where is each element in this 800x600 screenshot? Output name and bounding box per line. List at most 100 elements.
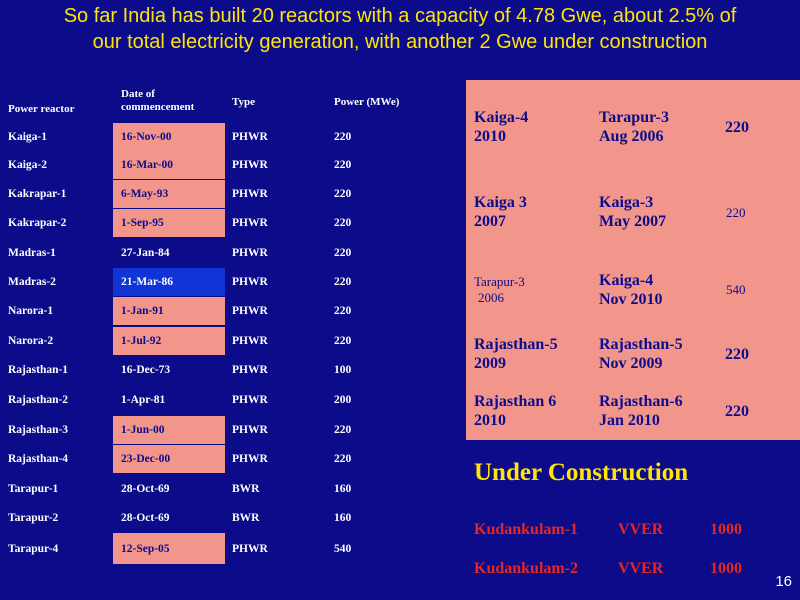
header-type: Type bbox=[232, 96, 256, 108]
reactor-name: Rajasthan-4 bbox=[8, 453, 69, 465]
reactor-date: 23-Dec-00 bbox=[113, 445, 225, 473]
reactor-power: 220 bbox=[334, 247, 352, 259]
reactor-type: PHWR bbox=[232, 394, 268, 406]
reactor-power: 220 bbox=[334, 217, 352, 229]
panel-power: 540 bbox=[726, 282, 746, 297]
reactor-date: 16-Mar-00 bbox=[113, 151, 225, 179]
reactor-date: 16-Nov-00 bbox=[113, 123, 225, 151]
construction-reactor-power: 1000 bbox=[710, 521, 742, 538]
reactor-name: Kakrapar-2 bbox=[8, 217, 67, 229]
reactor-power: 200 bbox=[334, 394, 352, 406]
reactor-date: 28-Oct-69 bbox=[121, 512, 170, 524]
panel-planned-reactor: Kaiga-4 2010 bbox=[474, 109, 529, 145]
table-row: Kakrapar-2 1-Sep-95 PHWR 220 bbox=[0, 209, 460, 237]
panel-revised-reactor: Tarapur-3 Aug 2006 bbox=[599, 109, 669, 145]
panel-revised-reactor: Kaiga-3 May 2007 bbox=[599, 194, 667, 230]
reactor-date: 21-Mar-86 bbox=[113, 268, 225, 296]
table-row: Madras-1 27-Jan-84 PHWR 220 bbox=[0, 239, 460, 267]
list-item: Kudankulam-2 VVER 1000 bbox=[474, 560, 794, 580]
header-date-line1: Date of bbox=[121, 88, 155, 100]
table-row: Kakrapar-1 6-May-93 PHWR 220 bbox=[0, 180, 460, 208]
panel-planned-reactor: Rajasthan-5 2009 bbox=[474, 336, 558, 372]
panel-revised-reactor: Kaiga-4 Nov 2010 bbox=[599, 272, 663, 308]
table-row: Tarapur-2 28-Oct-69 BWR 160 bbox=[0, 504, 460, 532]
reactor-type: BWR bbox=[232, 512, 260, 524]
reactor-update-panel: Kaiga-4 2010 Tarapur-3 Aug 2006 220 Kaiga … bbox=[466, 80, 800, 440]
reactor-type: PHWR bbox=[232, 335, 268, 347]
construction-reactor-type: VVER bbox=[618, 560, 664, 577]
reactor-date: 12-Sep-05 bbox=[113, 533, 225, 564]
reactor-name: Tarapur-2 bbox=[8, 512, 59, 524]
reactor-name: Kaiga-2 bbox=[8, 159, 47, 171]
reactor-date: 27-Jan-84 bbox=[121, 247, 170, 259]
header-date: Date of commencement bbox=[121, 88, 194, 114]
reactor-date: 1-Jun-00 bbox=[113, 416, 225, 444]
reactor-name: Narora-2 bbox=[8, 335, 54, 347]
reactor-name: Madras-1 bbox=[8, 247, 56, 259]
reactor-date: 6-May-93 bbox=[113, 180, 225, 208]
table-row: Rajasthan-3 1-Jun-00 PHWR 220 bbox=[0, 416, 460, 444]
construction-reactor-name: Kudankulam-1 bbox=[474, 521, 579, 538]
table-row: Madras-2 21-Mar-86 PHWR 220 bbox=[0, 268, 460, 296]
reactor-type: PHWR bbox=[232, 424, 268, 436]
table-row: Rajasthan-1 16-Dec-73 PHWR 100 bbox=[0, 356, 460, 384]
reactor-type: PHWR bbox=[232, 453, 268, 465]
reactor-date: 1-Jan-91 bbox=[113, 297, 225, 325]
reactor-type: PHWR bbox=[232, 542, 268, 555]
list-item: Kudankulam-1 VVER 1000 bbox=[474, 521, 794, 541]
reactor-power: 160 bbox=[334, 512, 352, 524]
table-row: Kaiga-2 16-Mar-00 PHWR 220 bbox=[0, 151, 460, 179]
panel-power: 220 bbox=[725, 403, 749, 420]
table-row: Tarapur-4 12-Sep-05 PHWR 540 bbox=[0, 533, 460, 564]
table-row: Kaiga-1 16-Nov-00 PHWR 220 bbox=[0, 123, 460, 151]
reactor-type: PHWR bbox=[232, 305, 268, 317]
reactor-power: 220 bbox=[334, 188, 352, 200]
reactor-date: 1-Apr-81 bbox=[121, 394, 166, 406]
reactor-name: Tarapur-4 bbox=[8, 542, 59, 555]
table-row: Narora-1 1-Jan-91 PHWR 220 bbox=[0, 297, 460, 325]
reactor-type: PHWR bbox=[232, 188, 268, 200]
table-row: Rajasthan-2 1-Apr-81 PHWR 200 bbox=[0, 386, 460, 414]
panel-planned-reactor: Rajasthan 6 2010 bbox=[474, 393, 557, 429]
slide-title: So far India has built 20 reactors with … bbox=[0, 3, 800, 55]
reactor-type: PHWR bbox=[232, 159, 268, 171]
reactor-power: 220 bbox=[334, 335, 352, 347]
reactor-name: Rajasthan-2 bbox=[8, 394, 69, 406]
reactor-date: 1-Jul-92 bbox=[113, 327, 225, 355]
reactor-type: PHWR bbox=[232, 217, 268, 229]
header-power: Power (MWe) bbox=[334, 96, 400, 108]
table-row: Tarapur-1 28-Oct-69 BWR 160 bbox=[0, 475, 460, 503]
reactor-type: PHWR bbox=[232, 247, 268, 259]
reactor-name: Narora-1 bbox=[8, 305, 54, 317]
panel-power: 220 bbox=[725, 346, 749, 363]
under-construction-heading: Under Construction bbox=[474, 459, 689, 486]
table-row: Rajasthan-4 23-Dec-00 PHWR 220 bbox=[0, 445, 460, 473]
header-date-line2: commencement bbox=[121, 101, 195, 113]
reactor-power: 220 bbox=[334, 424, 352, 436]
reactor-name: Madras-2 bbox=[8, 276, 56, 288]
reactor-power: 220 bbox=[334, 305, 352, 317]
reactor-type: PHWR bbox=[232, 276, 268, 288]
header-power-reactor: Power reactor bbox=[8, 103, 75, 115]
panel-power: 220 bbox=[726, 205, 746, 220]
page-number: 16 bbox=[775, 573, 792, 590]
panel-revised-reactor: Rajasthan-6 Jan 2010 bbox=[599, 393, 683, 429]
reactor-date: 28-Oct-69 bbox=[121, 483, 170, 495]
construction-reactor-name: Kudankulam-2 bbox=[474, 560, 579, 577]
construction-reactor-type: VVER bbox=[618, 521, 664, 538]
panel-revised-reactor: Rajasthan-5 Nov 2009 bbox=[599, 336, 683, 372]
panel-planned-reactor: Tarapur-3 2006 bbox=[474, 274, 525, 305]
reactor-name: Rajasthan-3 bbox=[8, 424, 69, 436]
reactor-type: PHWR bbox=[232, 364, 268, 376]
reactor-power: 220 bbox=[334, 276, 352, 288]
reactor-power: 220 bbox=[334, 159, 352, 171]
reactor-power: 540 bbox=[334, 542, 352, 555]
reactor-power: 100 bbox=[334, 364, 352, 376]
reactor-date: 16-Dec-73 bbox=[121, 364, 171, 376]
reactor-name: Tarapur-1 bbox=[8, 483, 59, 495]
reactor-name: Kakrapar-1 bbox=[8, 188, 67, 200]
reactor-type: PHWR bbox=[232, 131, 268, 143]
slide-title-line1: So far India has built 20 reactors with … bbox=[63, 5, 737, 27]
reactor-name: Rajasthan-1 bbox=[8, 364, 69, 376]
reactor-power: 220 bbox=[334, 131, 352, 143]
